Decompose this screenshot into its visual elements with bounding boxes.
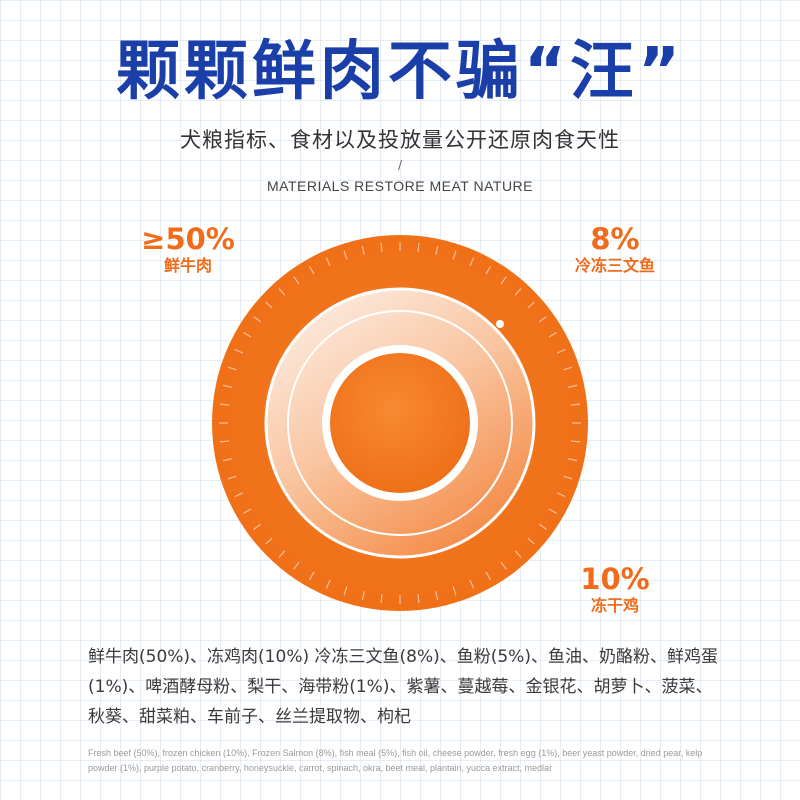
ring-tick xyxy=(242,508,252,515)
ring-tick xyxy=(500,276,507,285)
ring-tick xyxy=(222,384,232,388)
ring-tick xyxy=(548,331,558,338)
callout-frozen-salmon: 8% 冷冻三文鱼 xyxy=(555,222,675,276)
ring-tick xyxy=(278,550,286,558)
page-title: 颗颗鲜肉不骗“汪” xyxy=(115,35,685,109)
ring-tick xyxy=(527,537,535,545)
ring-tick xyxy=(325,579,331,589)
ring-tick xyxy=(343,250,348,260)
ring-tick xyxy=(556,348,566,354)
ring-tick xyxy=(242,331,252,338)
subtitle-divider: / xyxy=(397,158,403,172)
ring-tick xyxy=(570,440,581,443)
ring-tick xyxy=(548,508,558,515)
ring-tick xyxy=(435,245,439,255)
english-subtitle: MATERIALS RESTORE MEAT NATURE xyxy=(266,178,534,194)
ring-tick xyxy=(293,561,300,570)
page-subtitle: 犬粮指标、食材以及投放量公开还原肉食天性 xyxy=(180,128,620,152)
ring-tick xyxy=(361,591,365,601)
ring-tick xyxy=(417,593,420,604)
callout-fresh-beef-percent: ≥50% xyxy=(141,222,235,256)
ingredient-list-english: Fresh beef (50%), frozen chicken (10%), … xyxy=(88,748,703,773)
callout-frozen-salmon-percent: 8% xyxy=(590,222,640,256)
inner-core xyxy=(330,353,470,493)
ring-tick xyxy=(265,537,273,545)
callout-freeze-dried-chicken: 10% 冻干鸡 xyxy=(555,562,675,616)
ring-tick xyxy=(361,245,365,255)
callout-frozen-salmon-name: 冷冻三文鱼 xyxy=(574,256,655,275)
ring-tick xyxy=(227,475,237,480)
ingredient-ring-diagram xyxy=(212,235,588,611)
callout-freeze-dried-chicken-percent: 10% xyxy=(580,562,650,596)
ring-tick xyxy=(227,366,237,371)
ring-tick xyxy=(568,458,578,462)
ring-tick xyxy=(380,593,383,604)
ring-tick xyxy=(343,586,348,596)
ring-tick xyxy=(219,403,230,406)
ring-tick xyxy=(308,265,315,275)
ring-tick xyxy=(234,492,244,498)
ring-tick xyxy=(219,440,230,443)
outer-ring-ticks xyxy=(219,242,581,604)
ring-tick xyxy=(308,571,315,581)
ring-tick xyxy=(469,257,475,267)
ring-tick xyxy=(538,316,547,323)
ring-tick xyxy=(452,586,457,596)
ring-tick xyxy=(253,316,262,323)
ring-tick xyxy=(222,458,232,462)
ring-tick xyxy=(253,523,262,530)
ring-tick xyxy=(417,242,420,253)
ring-tick xyxy=(563,366,573,371)
ring-tick xyxy=(265,301,273,309)
callout-fresh-beef: ≥50% 鲜牛肉 xyxy=(128,222,248,276)
ring-tick xyxy=(514,288,522,296)
ring-tick xyxy=(485,571,492,581)
ring-tick xyxy=(452,250,457,260)
ring-tick xyxy=(527,301,535,309)
ring-tick xyxy=(556,492,566,498)
ring-tick xyxy=(570,403,581,406)
ingredient-list-chinese: 鲜牛肉(50%)、冻鸡肉(10%) 冷冻三文鱼(8%)、鱼粉(5%)、鱼油、奶酪… xyxy=(88,647,718,727)
inner-orbit xyxy=(287,310,513,536)
ring-tick xyxy=(278,288,286,296)
ring-tick xyxy=(293,276,300,285)
ring-tick xyxy=(234,348,244,354)
ring-tick xyxy=(469,579,475,589)
ring-tick xyxy=(514,550,522,558)
middle-ring-border xyxy=(264,287,536,559)
ring-tick xyxy=(538,523,547,530)
ring-tick xyxy=(325,257,331,267)
ring-tick xyxy=(563,475,573,480)
ring-tick xyxy=(568,384,578,388)
ring-tick xyxy=(435,591,439,601)
callout-freeze-dried-chicken-name: 冻干鸡 xyxy=(590,596,639,615)
orbit-marker-top xyxy=(496,320,504,328)
ring-tick xyxy=(380,242,383,253)
callout-fresh-beef-name: 鲜牛肉 xyxy=(163,256,212,275)
ring-tick xyxy=(485,265,492,275)
ring-tick xyxy=(500,561,507,570)
